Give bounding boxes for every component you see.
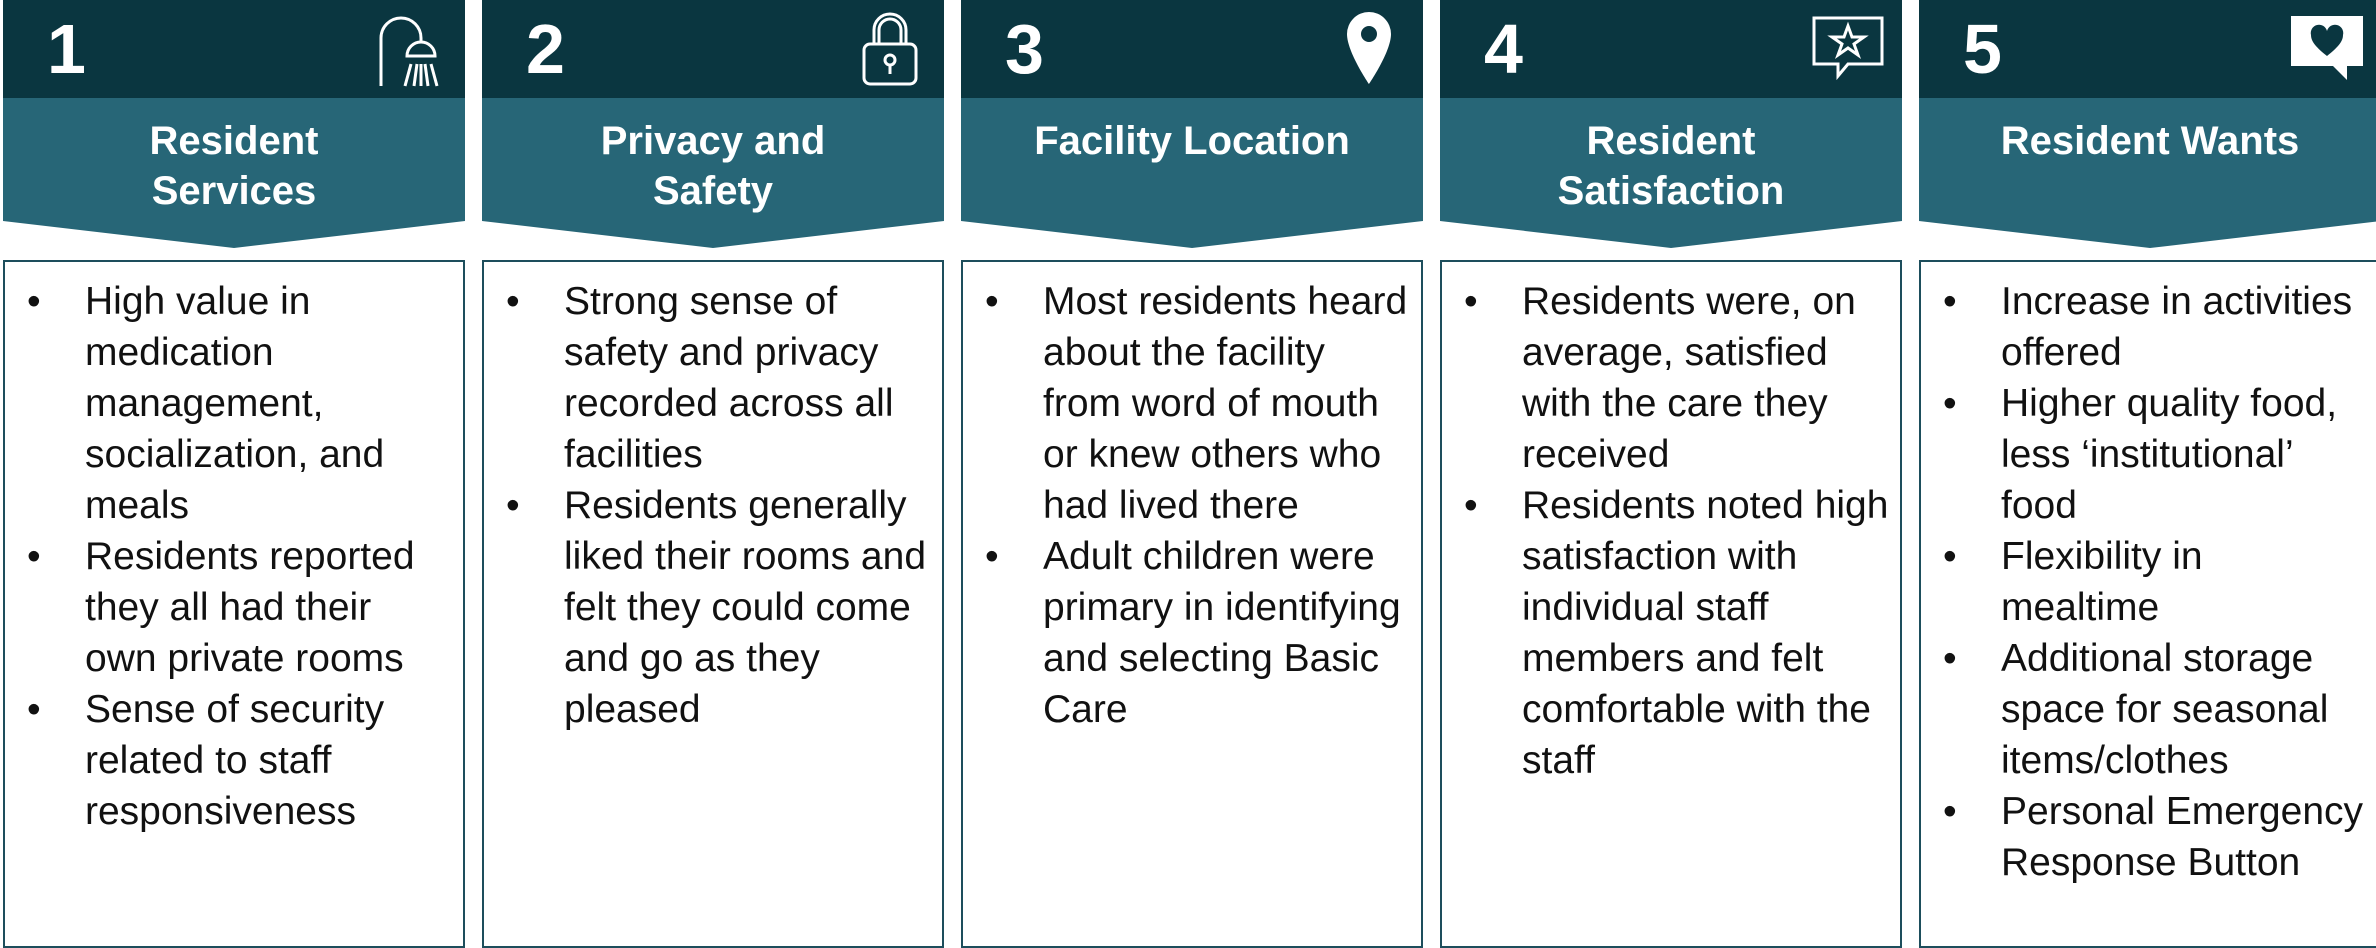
bullet-list: Residents were, on average, satisfied wi…: [1442, 262, 1900, 786]
bullet-item: Sense of security related to staff respo…: [27, 684, 453, 837]
column: 4 Resident Satisfaction Residents were, on…: [1440, 0, 1902, 948]
bullet-item: Residents noted high satisfaction with i…: [1464, 480, 1890, 786]
title-band: Resident Wants: [1919, 98, 2376, 248]
bullet-box: High value in medication management, soc…: [3, 260, 465, 948]
column-title: Facility Location: [1034, 119, 1350, 163]
bullet-list: Strong sense of safety and privacy recor…: [484, 262, 942, 735]
title-band: Privacy and Safety: [482, 98, 944, 248]
column-title: Resident Wants: [2000, 119, 2300, 163]
bullet-box: Increase in activities offeredHigher qua…: [1919, 260, 2376, 948]
pin-icon: [1347, 12, 1391, 84]
column-number: 3: [1005, 10, 1044, 88]
column-header: 4: [1440, 0, 1902, 98]
column-title: Resident Satisfaction: [1557, 119, 1785, 213]
bullet-item: Additional storage space for seasonal it…: [1943, 633, 2369, 786]
bullet-item: Strong sense of safety and privacy recor…: [506, 276, 932, 480]
column-number: 2: [526, 10, 565, 88]
bullet-list: Increase in activities offeredHigher qua…: [1921, 262, 2376, 888]
bullet-item: Flexibility in mealtime: [1943, 531, 2369, 633]
column-number: 5: [1963, 10, 2002, 88]
column-title: Resident Services: [149, 119, 319, 213]
bullet-item: High value in medication management, soc…: [27, 276, 453, 531]
bullet-item: Residents generally liked their rooms an…: [506, 480, 932, 735]
column: 3 Facility Location Most residents heard a…: [961, 0, 1423, 948]
bullet-item: Adult children were primary in identifyi…: [985, 531, 1411, 735]
column: 5 Resident Wants Increase in activities of…: [1919, 0, 2376, 948]
bullet-box: Strong sense of safety and privacy recor…: [482, 260, 944, 948]
column-header: 2: [482, 0, 944, 98]
bullet-item: Increase in activities offered: [1943, 276, 2369, 378]
lock-icon: [862, 12, 918, 86]
column-title: Privacy and Safety: [600, 119, 826, 213]
heart-comment-icon: [2291, 16, 2363, 80]
title-band: Facility Location: [961, 98, 1423, 248]
column: 1 Resident Services High value in medicati…: [3, 0, 465, 948]
bullet-list: High value in medication management, soc…: [5, 262, 463, 837]
bullet-item: Most residents heard about the facility …: [985, 276, 1411, 531]
column-header: 5: [1919, 0, 2376, 98]
bullet-item: Higher quality food, less ‘institutional…: [1943, 378, 2369, 531]
star-comment-icon: [1812, 16, 1884, 81]
column-header: 1: [3, 0, 465, 98]
column-number: 4: [1484, 10, 1523, 88]
column: 2 Privacy and Safety Strong sense of safet…: [482, 0, 944, 948]
bullet-list: Most residents heard about the facility …: [963, 262, 1421, 735]
bullet-item: Personal Emergency Response Button: [1943, 786, 2369, 888]
column-number: 1: [47, 10, 86, 88]
shower-icon: [379, 16, 439, 87]
title-band: Resident Services: [3, 98, 465, 248]
title-band: Resident Satisfaction: [1440, 98, 1902, 248]
bullet-box: Residents were, on average, satisfied wi…: [1440, 260, 1902, 948]
column-header: 3: [961, 0, 1423, 98]
bullet-item: Residents reported they all had their ow…: [27, 531, 453, 684]
bullet-item: Residents were, on average, satisfied wi…: [1464, 276, 1890, 480]
bullet-box: Most residents heard about the facility …: [961, 260, 1423, 948]
